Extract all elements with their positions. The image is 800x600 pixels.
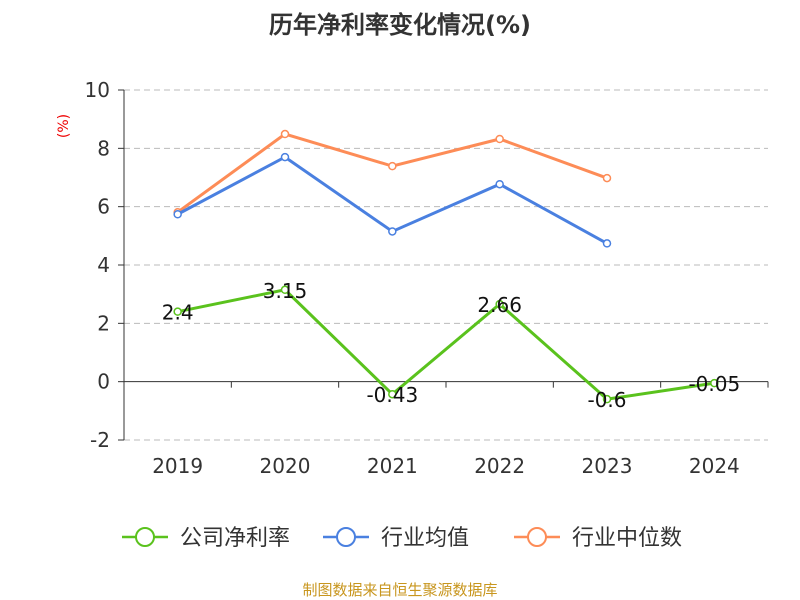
x-tick-label: 2022 — [474, 454, 525, 478]
y-tick-label: 8 — [97, 136, 110, 160]
data-label: 2.4 — [162, 301, 194, 325]
source-note: 制图数据来自恒生聚源数据库 — [302, 581, 497, 599]
chart-title: 历年净利率变化情况(%) — [269, 11, 531, 39]
y-tick-label: 6 — [97, 195, 110, 219]
legend-marker-icon — [527, 527, 547, 547]
data-point — [495, 134, 504, 144]
data-label: 3.15 — [263, 279, 308, 303]
x-tick-label: 2019 — [152, 454, 203, 478]
y-tick-label: 2 — [97, 311, 110, 335]
x-tick-label: 2020 — [260, 454, 311, 478]
series-line — [176, 132, 608, 214]
y-tick-label: -2 — [90, 428, 110, 452]
data-point — [602, 394, 612, 404]
data-point — [173, 210, 182, 219]
series-line — [177, 288, 715, 401]
data-point — [388, 227, 397, 236]
data-point — [173, 307, 182, 316]
data-label: -0.43 — [366, 383, 418, 407]
data-label: 2.66 — [477, 293, 522, 317]
data-label: -0.6 — [587, 388, 626, 412]
y-tick-label: 10 — [85, 78, 110, 102]
x-tick-label: 2023 — [582, 454, 633, 478]
data-point — [495, 179, 504, 189]
data-point — [710, 378, 719, 388]
y-axis-label: (%) — [56, 114, 72, 138]
legend-marker-icon — [135, 527, 155, 547]
legend-label: 行业均值 — [381, 526, 469, 551]
x-tick-label: 2024 — [689, 454, 740, 478]
y-tick-label: 4 — [97, 253, 110, 277]
data-point — [280, 129, 290, 139]
data-point — [388, 161, 397, 171]
x-tick-label: 2021 — [367, 454, 418, 478]
data-point — [280, 285, 290, 295]
legend-marker-icon — [336, 527, 356, 547]
data-point — [602, 173, 612, 183]
y-tick-label: 0 — [97, 370, 110, 394]
legend-label: 行业中位数 — [572, 526, 682, 551]
data-point — [280, 152, 290, 162]
legend-label: 公司净利率 — [180, 526, 290, 551]
data-point — [388, 389, 397, 399]
data-label: -0.05 — [688, 372, 740, 396]
data-point — [495, 299, 504, 309]
data-point — [602, 239, 612, 248]
